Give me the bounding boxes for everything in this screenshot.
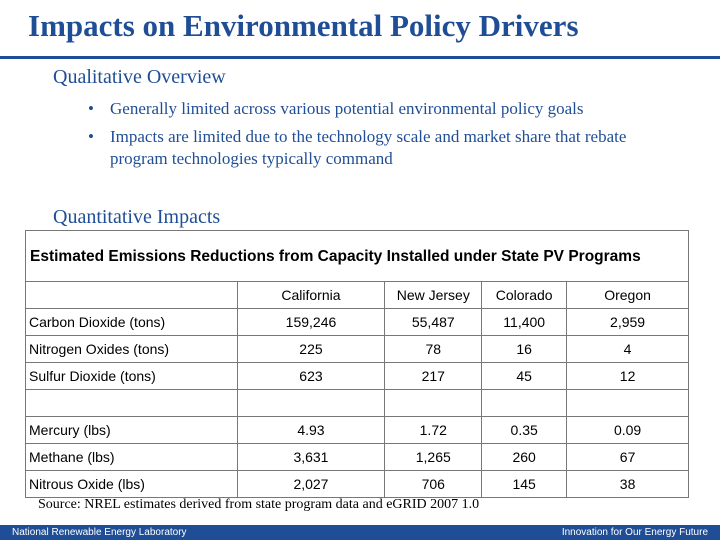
footer-tagline: Innovation for Our Energy Future: [561, 527, 708, 538]
table-row: Nitrous Oxide (lbs) 2,027 706 145 38: [25, 470, 689, 498]
column-header-new-jersey: New Jersey: [384, 281, 483, 309]
table-cell: 0.35: [481, 416, 568, 444]
table-cell: 67: [566, 443, 689, 471]
bullet-glyph: •: [88, 127, 94, 146]
slide-title: Impacts on Environmental Policy Drivers: [28, 8, 579, 43]
table-row: Sulfur Dioxide (tons) 623 217 45 12: [25, 362, 689, 390]
table-cell: 225: [236, 335, 386, 363]
table-cell: 45: [481, 362, 568, 390]
source-note: Source: NREL estimates derived from stat…: [38, 497, 480, 512]
row-label: Mercury (lbs): [25, 416, 238, 444]
row-label: Sulfur Dioxide (tons): [25, 362, 238, 390]
row-label: Carbon Dioxide (tons): [25, 308, 238, 336]
table-cell: 0.09: [566, 416, 689, 444]
table-cell: 260: [481, 443, 568, 471]
row-label: Nitrogen Oxides (tons): [25, 335, 238, 363]
title-divider: [0, 56, 720, 59]
table-cell: [481, 389, 568, 417]
table-cell: [566, 389, 689, 417]
quantitative-heading: Quantitative Impacts: [53, 206, 221, 228]
table-cell: 3,631: [236, 443, 386, 471]
bullet-item: • Impacts are limited due to the technol…: [88, 126, 648, 170]
bullet-text: Generally limited across various potenti…: [110, 99, 584, 118]
table-row: Methane (lbs) 3,631 1,265 260 67: [25, 443, 689, 471]
table-caption-row: Estimated Emissions Reductions from Capa…: [25, 230, 689, 282]
table-cell: 16: [481, 335, 568, 363]
table-row: Nitrogen Oxides (tons) 225 78 16 4: [25, 335, 689, 363]
bullet-glyph: •: [88, 99, 94, 118]
table-cell: 2,027: [236, 470, 386, 498]
table-cell: 4.93: [236, 416, 386, 444]
row-label: Nitrous Oxide (lbs): [25, 470, 238, 498]
table-row-empty: [25, 389, 689, 417]
table-cell: 55,487: [384, 308, 483, 336]
column-header-oregon: Oregon: [566, 281, 689, 309]
row-label: [25, 389, 238, 417]
table-cell: 4: [566, 335, 689, 363]
bullet-text: Impacts are limited due to the technolog…: [110, 127, 627, 168]
table-cell: [384, 389, 483, 417]
table-caption: Estimated Emissions Reductions from Capa…: [25, 230, 689, 282]
footer-org-name: National Renewable Energy Laboratory: [12, 527, 187, 538]
column-header: [25, 281, 238, 309]
table-cell: 145: [481, 470, 568, 498]
bullet-list: • Generally limited across various poten…: [88, 98, 648, 176]
bullet-item: • Generally limited across various poten…: [88, 98, 648, 120]
table-cell: 1.72: [384, 416, 483, 444]
footer-bar: National Renewable Energy Laboratory Inn…: [0, 525, 720, 540]
qualitative-heading: Qualitative Overview: [53, 66, 226, 88]
table-cell: 1,265: [384, 443, 483, 471]
table-row: Mercury (lbs) 4.93 1.72 0.35 0.09: [25, 416, 689, 444]
table-cell: 706: [384, 470, 483, 498]
column-header-california: California: [236, 281, 386, 309]
table-cell: 12: [566, 362, 689, 390]
column-header-colorado: Colorado: [481, 281, 568, 309]
table-row: Carbon Dioxide (tons) 159,246 55,487 11,…: [25, 308, 689, 336]
table-cell: 623: [236, 362, 386, 390]
row-label: Methane (lbs): [25, 443, 238, 471]
table-cell: 217: [384, 362, 483, 390]
table-cell: 11,400: [481, 308, 568, 336]
table-cell: 159,246: [236, 308, 386, 336]
table-cell: [236, 389, 386, 417]
table-cell: 38: [566, 470, 689, 498]
table-cell: 78: [384, 335, 483, 363]
table-cell: 2,959: [566, 308, 689, 336]
emissions-table: Estimated Emissions Reductions from Capa…: [25, 230, 689, 498]
table-header-row: California New Jersey Colorado Oregon: [25, 281, 689, 309]
